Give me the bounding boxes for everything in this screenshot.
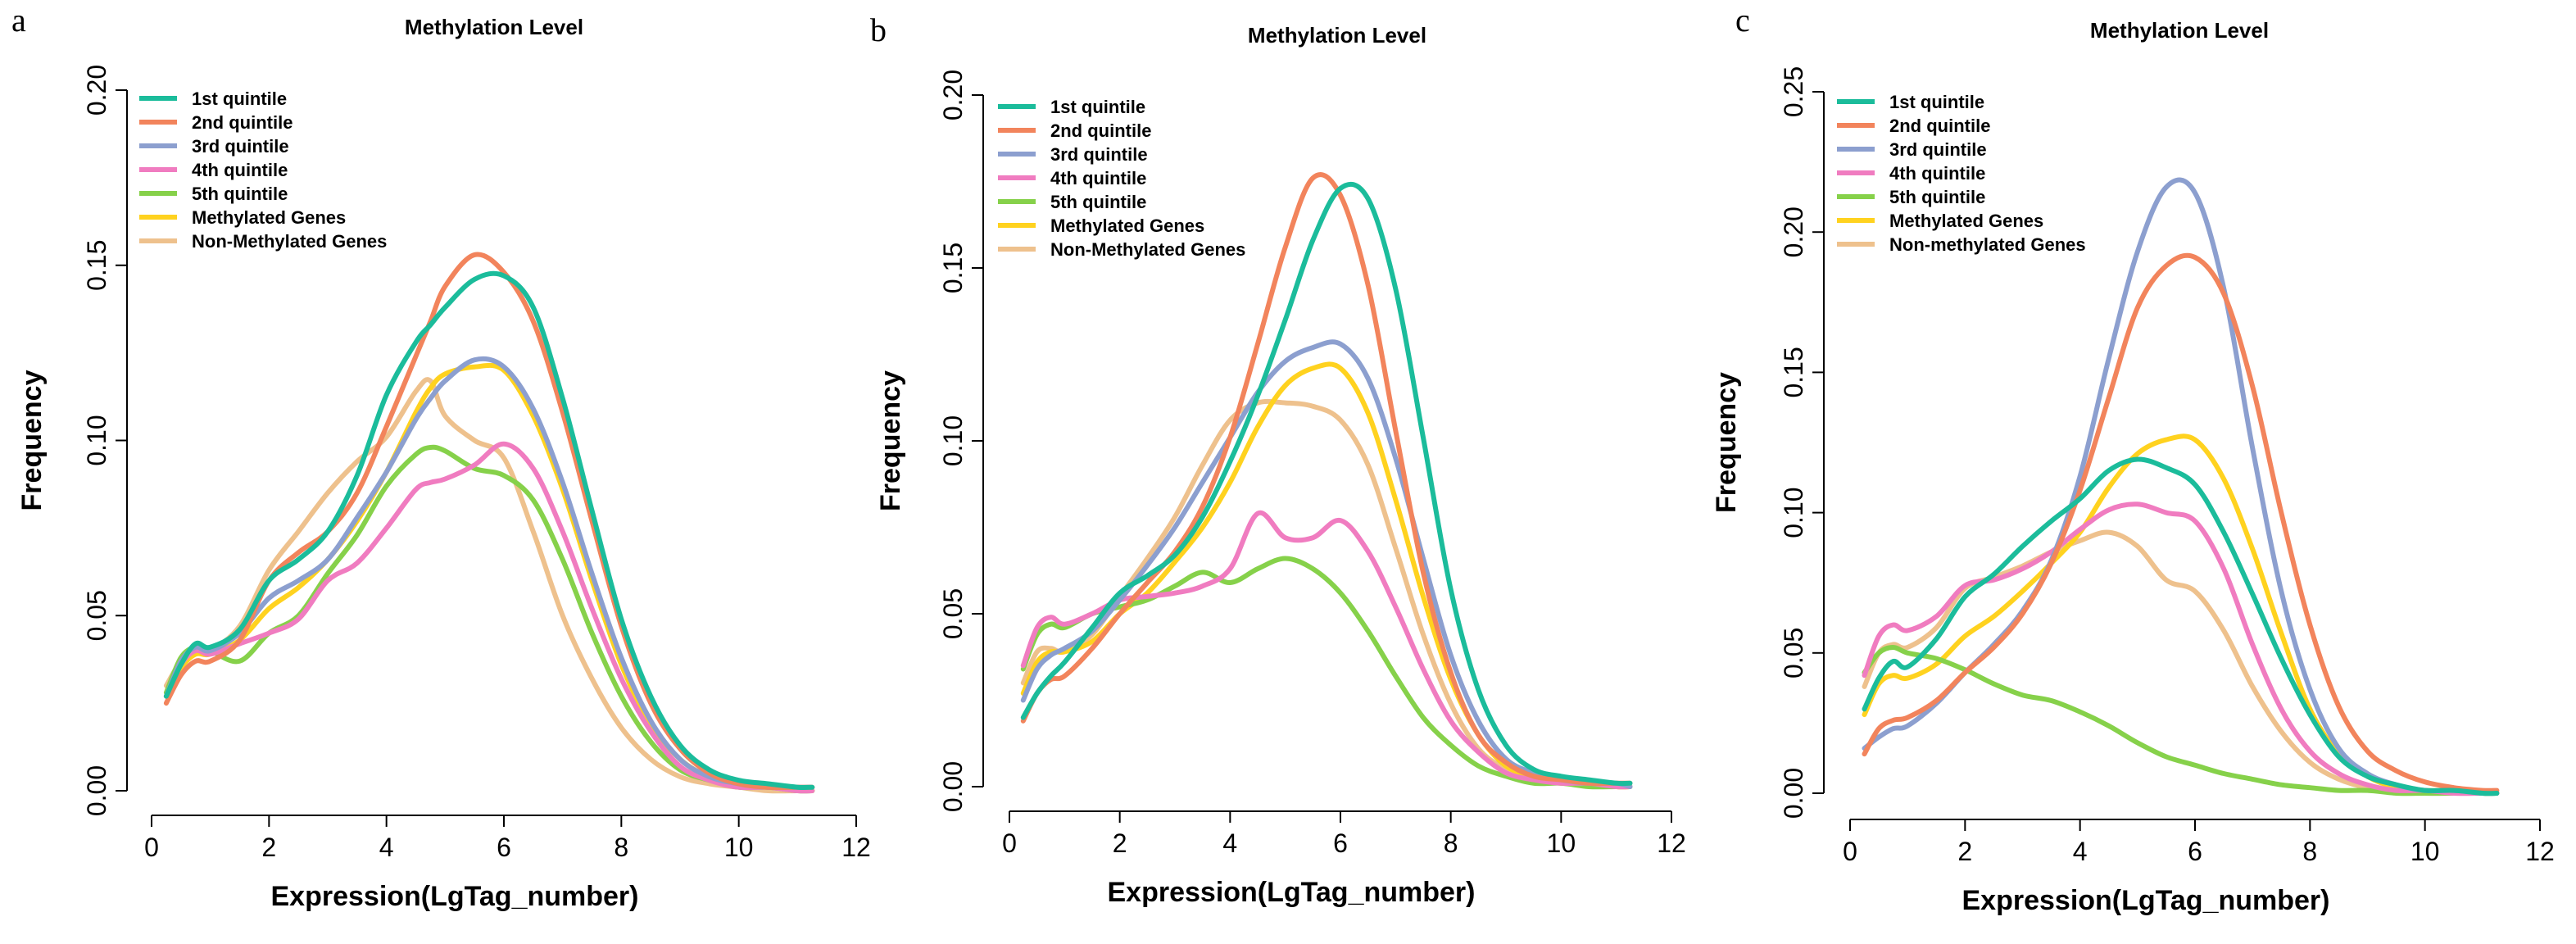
- y-tick-label: 0.10: [938, 415, 968, 466]
- legend-label: 2nd quintile: [192, 112, 293, 133]
- legend: 1st quintile 2nd quintile 3rd quintile 4th …: [1837, 92, 2086, 255]
- x-tick-label: 8: [1444, 828, 1458, 858]
- legend-label: 3rd quintile: [1889, 139, 1987, 160]
- legend: 1st quintile 2nd quintile 3rd quintile 4th …: [998, 97, 1245, 260]
- x-axis-label: Expression(LgTag_number): [1962, 885, 2330, 916]
- series-line-5: [1862, 645, 2500, 796]
- panel-letter: c: [1735, 2, 1750, 39]
- y-axis-label: Frequency: [16, 370, 48, 511]
- x-axis-label: Expression(LgTag_number): [1108, 877, 1476, 908]
- x-tick-label: 10: [724, 833, 754, 862]
- series-line-6: [1020, 361, 1633, 790]
- chart-title: Methylation Level: [1248, 23, 1426, 48]
- legend-label: Non-Methylated Genes: [1050, 239, 1245, 260]
- x-tick-label: 6: [1333, 828, 1348, 858]
- legend-label: 4th quintile: [1889, 163, 1985, 184]
- legend-label: 3rd quintile: [192, 136, 289, 157]
- series-line-4: [163, 441, 815, 794]
- y-tick-label: 0.15: [1779, 347, 1808, 397]
- x-tick-label: 0: [1002, 828, 1017, 858]
- legend-label: 1st quintile: [1050, 97, 1145, 117]
- x-tick-label: 0: [1843, 837, 1857, 866]
- series-line-7: [1862, 529, 2500, 796]
- legend-label: 1st quintile: [1889, 92, 1984, 112]
- x-tick-label: 10: [1547, 828, 1576, 858]
- y-tick-label: 0.00: [1779, 768, 1808, 819]
- series-line-2: [163, 252, 815, 791]
- series-line-6: [1862, 433, 2500, 796]
- y-tick-label: 0.25: [1779, 66, 1808, 117]
- x-tick-label: 6: [2188, 837, 2202, 866]
- panel-letter: a: [11, 2, 26, 39]
- y-tick-label: 0.10: [1779, 487, 1808, 538]
- y-tick-label: 0.05: [1779, 628, 1808, 678]
- legend-label: 5th quintile: [1050, 192, 1146, 212]
- series-line-1: [163, 270, 815, 791]
- series-line-3: [1862, 177, 2500, 796]
- x-tick-label: 2: [1957, 837, 1972, 866]
- x-axis-label: Expression(LgTag_number): [271, 881, 639, 912]
- series-line-3: [1020, 339, 1633, 789]
- y-tick-label: 0.00: [82, 765, 111, 816]
- x-tick-label: 4: [379, 833, 394, 862]
- x-tick-label: 6: [497, 833, 511, 862]
- legend-label: Non-Methylated Genes: [192, 231, 387, 252]
- y-tick-label: 0.05: [938, 588, 968, 639]
- y-tick-label: 0.10: [82, 415, 111, 465]
- legend-label: 2nd quintile: [1889, 116, 1990, 136]
- legend-label: Methylated Genes: [1050, 216, 1204, 236]
- series-line-5: [1020, 556, 1633, 790]
- series-line-1: [1020, 181, 1633, 787]
- legend-label: 5th quintile: [1889, 187, 1985, 207]
- legend-label: 2nd quintile: [1050, 120, 1151, 141]
- x-tick-label: 8: [2302, 837, 2317, 866]
- legend-label: 1st quintile: [192, 88, 287, 109]
- panel-b: b Methylation Level 0.00 0.05 0.10 0.15 0.20 0 2…: [870, 11, 1686, 908]
- legend: 1st quintile 2nd quintile 3rd quintile 4th …: [139, 88, 387, 252]
- y-tick-label: 0.20: [1779, 206, 1808, 257]
- y-tick-label: 0.05: [82, 590, 111, 641]
- legend-label: 3rd quintile: [1050, 144, 1148, 165]
- chart-title: Methylation Level: [2090, 18, 2269, 43]
- legend-label: 5th quintile: [192, 184, 288, 204]
- x-tick-label: 4: [2073, 837, 2088, 866]
- series-line-3: [163, 356, 815, 791]
- series-line-7: [1020, 398, 1633, 790]
- x-tick-label: 0: [144, 833, 159, 862]
- chart-title: Methylation Level: [405, 15, 583, 39]
- series-line-2: [1020, 172, 1633, 787]
- legend-label: Methylated Genes: [192, 207, 346, 228]
- y-tick-label: 0.15: [82, 240, 111, 291]
- x-tick-label: 2: [1113, 828, 1127, 858]
- y-tick-label: 0.20: [82, 65, 111, 116]
- panel-a: a Methylation Level 0.00 0.05 0.10 0.15 0.20 0 2…: [11, 2, 871, 912]
- y-axis-label: Frequency: [1711, 372, 1742, 513]
- y-axis-label: Frequency: [875, 370, 906, 511]
- series-line-1: [1862, 456, 2500, 796]
- x-tick-label: 12: [841, 833, 871, 862]
- x-tick-label: 10: [2410, 837, 2440, 866]
- panel-c: c Methylation Level 0.00 0.05 0.10 0.15 0.20 0.…: [1711, 2, 2555, 916]
- y-tick-label: 0.15: [938, 243, 968, 293]
- x-tick-label: 8: [614, 833, 628, 862]
- legend-label: Non-methylated Genes: [1889, 234, 2086, 255]
- series-line-4: [1862, 502, 2500, 796]
- x-tick-label: 2: [261, 833, 276, 862]
- series-line-4: [1020, 510, 1633, 790]
- y-tick-label: 0.00: [938, 761, 968, 812]
- y-tick-label: 0.20: [938, 70, 968, 120]
- legend-label: Methylated Genes: [1889, 211, 2043, 231]
- series-line-5: [163, 444, 815, 794]
- x-tick-label: 12: [2525, 837, 2555, 866]
- legend-label: 4th quintile: [192, 160, 288, 180]
- legend-label: 4th quintile: [1050, 168, 1146, 188]
- panel-letter: b: [870, 11, 887, 48]
- x-tick-label: 4: [1222, 828, 1237, 858]
- series-line-2: [1862, 252, 2500, 793]
- x-tick-label: 12: [1657, 828, 1686, 858]
